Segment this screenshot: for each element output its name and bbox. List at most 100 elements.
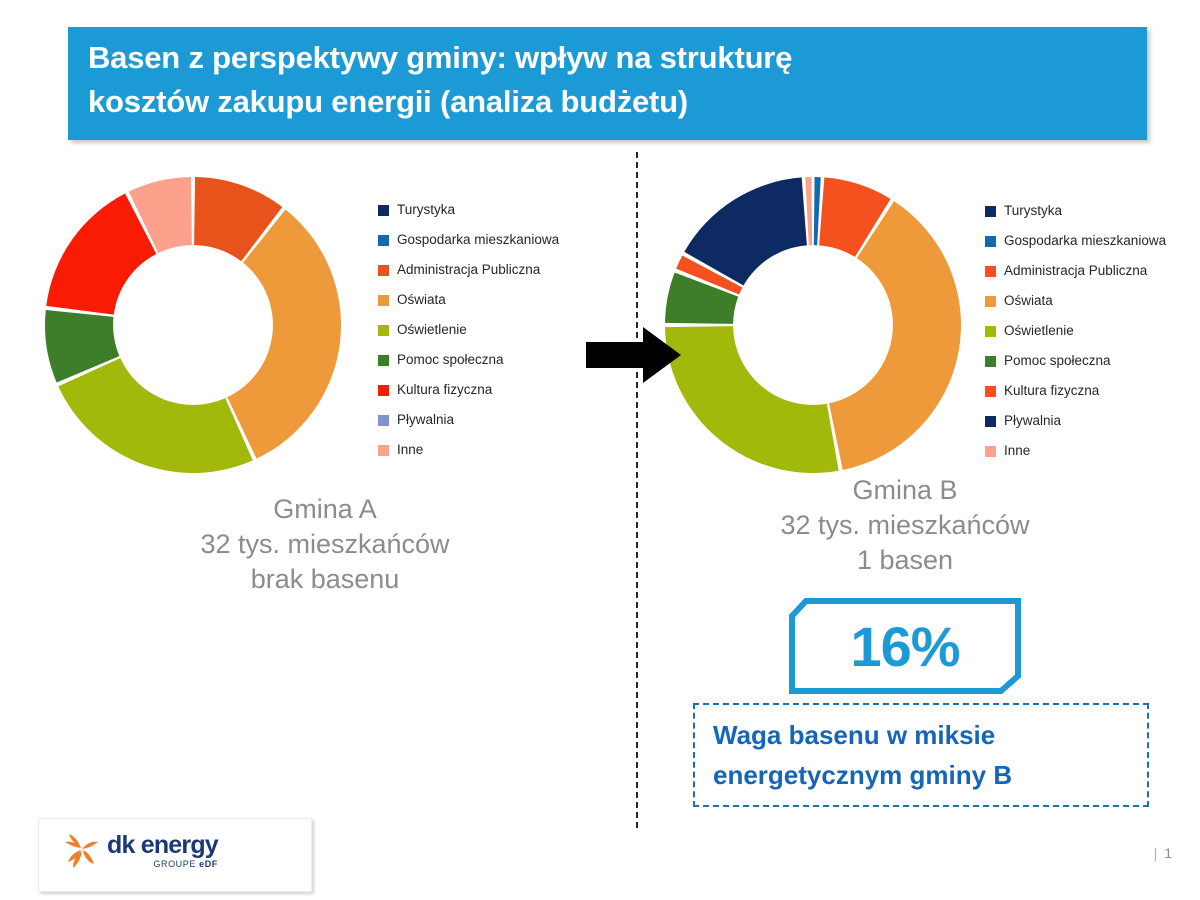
legend-item: Administracja Publiczna bbox=[985, 256, 1166, 286]
donut-slice bbox=[684, 177, 807, 286]
legend-swatch-icon bbox=[985, 325, 996, 337]
legend-label: Oświetlenie bbox=[397, 322, 467, 338]
donut-slice bbox=[829, 201, 962, 470]
page-number: | 1 bbox=[1154, 845, 1172, 861]
legend-item: Oświata bbox=[378, 285, 559, 315]
donut-slice bbox=[805, 177, 813, 246]
legend-item: Pływalnia bbox=[378, 405, 559, 435]
vertical-divider bbox=[636, 152, 638, 828]
statement-box: Waga basenu w miksie energetycznym gminy… bbox=[693, 703, 1149, 807]
legend-swatch-icon bbox=[985, 205, 996, 217]
legend-label: Pomoc społeczna bbox=[397, 352, 504, 368]
legend-label: Pływalnia bbox=[397, 412, 455, 428]
donut-chart-gmina-a bbox=[28, 160, 358, 490]
donut-slice bbox=[813, 177, 821, 246]
logo-group-word: GROUPE bbox=[153, 859, 196, 869]
caption-a-line-3: brak basenu bbox=[250, 564, 400, 594]
legend-swatch-icon bbox=[985, 355, 996, 367]
legend-item: Inne bbox=[985, 436, 1166, 466]
legend-swatch-icon bbox=[378, 324, 389, 336]
legend-item: Gospodarka mieszkaniowa bbox=[378, 225, 559, 255]
legend-label: Inne bbox=[397, 442, 424, 458]
caption-gmina-b: Gmina B 32 tys. mieszkańców 1 basen bbox=[690, 473, 1120, 578]
legend-label: Turystyka bbox=[397, 202, 456, 218]
legend-item: Kultura fizyczna bbox=[985, 376, 1166, 406]
transition-arrow bbox=[586, 325, 682, 385]
highlight-callout: 16% bbox=[789, 598, 1021, 694]
donut-b-svg bbox=[665, 177, 962, 474]
legend-item: Gospodarka mieszkaniowa bbox=[985, 226, 1166, 256]
legend-item: Oświetlenie bbox=[378, 315, 559, 345]
caption-gmina-a: Gmina A 32 tys. mieszkańców brak basenu bbox=[110, 492, 540, 597]
logo-wordmark: dk energy GROUPE eDF bbox=[107, 831, 219, 870]
dk-energy-flower-icon bbox=[65, 834, 98, 868]
legend-label: Administracja Publiczna bbox=[1004, 263, 1148, 279]
page-title: Basen z perspektywy gminy: wpływ na stru… bbox=[88, 36, 1048, 124]
legend-swatch-icon bbox=[985, 265, 996, 277]
legend-item: Turystyka bbox=[985, 196, 1166, 226]
legend-item: Turystyka bbox=[378, 195, 559, 225]
legend-gmina-b: Turystyka Gospodarka mieszkaniowa Administ… bbox=[985, 196, 1166, 466]
title-line-2: kosztów zakupu energii (analiza budżetu) bbox=[88, 84, 689, 119]
legend-swatch-icon bbox=[378, 384, 389, 396]
legend-label: Oświetlenie bbox=[1004, 323, 1074, 339]
legend-item: Pomoc społeczna bbox=[378, 345, 559, 375]
legend-swatch-icon bbox=[378, 444, 389, 456]
logo-edf-word: eDF bbox=[199, 859, 218, 869]
arrow-right-icon bbox=[586, 327, 681, 383]
callout-shape bbox=[789, 598, 1021, 694]
legend-swatch-icon bbox=[378, 354, 389, 366]
legend-swatch-icon bbox=[378, 414, 389, 426]
legend-item: Kultura fizyczna bbox=[378, 375, 559, 405]
legend-label: Kultura fizyczna bbox=[1004, 383, 1100, 399]
legend-item: Administracja Publiczna bbox=[378, 255, 559, 285]
page-number-value: 1 bbox=[1164, 845, 1172, 861]
donut-slice bbox=[128, 177, 192, 254]
legend-item: Oświata bbox=[985, 286, 1166, 316]
legend-label: Oświata bbox=[1004, 293, 1053, 309]
legend-swatch-icon bbox=[985, 295, 996, 307]
logo-name: dk energy bbox=[107, 831, 219, 859]
caption-b-line-2: 32 tys. mieszkańców bbox=[780, 510, 1030, 540]
legend-label: Turystyka bbox=[1004, 203, 1063, 219]
statement-line-2: energetycznym gminy B bbox=[713, 760, 1013, 790]
legend-gmina-a: Turystyka Gospodarka mieszkaniowa Administ… bbox=[378, 195, 559, 465]
legend-item: Pomoc społeczna bbox=[985, 346, 1166, 376]
caption-b-line-3: 1 basen bbox=[856, 545, 954, 575]
statement-line-1: Waga basenu w miksie bbox=[713, 720, 996, 750]
legend-item: Oświetlenie bbox=[985, 316, 1166, 346]
legend-item: Pływalnia bbox=[985, 406, 1166, 436]
donut-a-svg bbox=[45, 177, 341, 474]
logo: dk energy GROUPE eDF bbox=[61, 831, 219, 871]
legend-label: Pomoc społeczna bbox=[1004, 353, 1111, 369]
logo-subtitle: GROUPE eDF bbox=[107, 858, 218, 870]
legend-swatch-icon bbox=[985, 445, 996, 457]
legend-label: Oświata bbox=[397, 292, 446, 308]
legend-item: Inne bbox=[378, 435, 559, 465]
title-banner bbox=[68, 27, 1147, 140]
donut-slice bbox=[45, 309, 120, 383]
legend-swatch-icon bbox=[378, 264, 389, 276]
legend-label: Gospodarka mieszkaniowa bbox=[397, 232, 560, 248]
donut-slice bbox=[58, 358, 253, 474]
donut-slice bbox=[819, 177, 891, 257]
page-separator: | bbox=[1153, 845, 1158, 861]
legend-label: Inne bbox=[1004, 443, 1031, 459]
legend-swatch-icon bbox=[985, 235, 996, 247]
donut-slice bbox=[194, 177, 283, 262]
donut-slice bbox=[227, 209, 341, 459]
donut-slice bbox=[665, 272, 739, 324]
legend-label: Kultura fizyczna bbox=[397, 382, 493, 398]
donut-slice bbox=[665, 326, 839, 474]
legend-label: Gospodarka mieszkaniowa bbox=[1004, 233, 1167, 249]
callout-value: 16% bbox=[850, 614, 960, 678]
donut-chart-gmina-b bbox=[648, 160, 978, 490]
caption-a-line-1: Gmina A bbox=[273, 494, 377, 524]
legend-swatch-icon bbox=[378, 294, 389, 306]
donut-slice bbox=[46, 193, 157, 315]
legend-label: Administracja Publiczna bbox=[397, 262, 541, 278]
legend-swatch-icon bbox=[985, 385, 996, 397]
legend-swatch-icon bbox=[985, 415, 996, 427]
caption-b-line-1: Gmina B bbox=[852, 475, 958, 505]
